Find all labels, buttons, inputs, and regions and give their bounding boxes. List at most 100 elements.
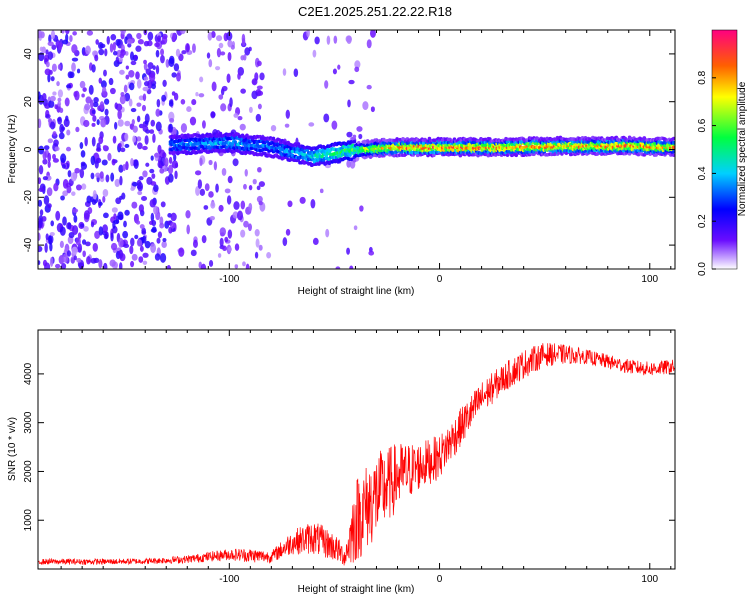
heat-cell <box>180 98 186 105</box>
heat-cell <box>81 183 87 190</box>
colorbar-tick-label: 0.4 <box>697 166 708 180</box>
heat-cell <box>186 43 190 53</box>
heat-cell <box>38 245 43 253</box>
heat-cell <box>91 136 96 147</box>
heat-cell <box>215 35 223 42</box>
heat-cell <box>39 46 44 52</box>
heat-cell <box>138 123 144 129</box>
heat-cell <box>232 211 239 219</box>
heat-cell <box>128 98 133 107</box>
heat-cell <box>199 188 206 196</box>
heat-cell <box>258 244 263 251</box>
heat-cell <box>671 136 675 141</box>
heat-cell <box>243 183 247 190</box>
heat-cell <box>130 260 135 268</box>
heat-cell <box>199 157 203 167</box>
heat-cell <box>100 80 107 89</box>
heat-cell <box>45 113 51 119</box>
y-tick-label: 3000 <box>23 411 34 434</box>
heat-cell <box>227 175 233 184</box>
heat-cell <box>232 158 239 167</box>
heat-cell <box>319 188 324 194</box>
heat-cell <box>155 108 161 117</box>
heat-cell <box>92 189 97 200</box>
heat-cell <box>60 195 65 201</box>
heat-cell <box>252 178 257 185</box>
snr-frame <box>37 329 676 570</box>
heat-cell <box>118 237 124 248</box>
heat-cell <box>228 246 232 252</box>
heat-cell <box>141 230 147 235</box>
heat-cell <box>244 47 251 56</box>
heat-cell <box>157 144 162 154</box>
heat-cell <box>162 238 167 243</box>
heat-cell <box>47 203 52 209</box>
heat-cell <box>203 205 209 210</box>
heat-cell <box>118 214 124 221</box>
heat-cell <box>368 250 375 256</box>
heat-cell <box>47 152 52 163</box>
y-tick-label: 0 <box>23 146 34 152</box>
heat-cell <box>103 212 109 219</box>
heat-cell <box>151 173 156 179</box>
heat-cell <box>49 257 54 267</box>
heat-cell <box>72 208 79 213</box>
heat-cell <box>126 38 133 45</box>
heat-cell <box>71 191 76 196</box>
heat-cell <box>161 241 167 248</box>
heat-cell <box>175 48 181 57</box>
heat-cell <box>242 261 246 267</box>
heat-cell <box>44 68 51 76</box>
heat-cell <box>47 73 51 83</box>
snr-series <box>38 343 675 566</box>
heat-cell <box>179 30 186 35</box>
heat-cell <box>82 87 87 92</box>
heat-cell <box>190 249 197 257</box>
heat-cell <box>245 263 250 269</box>
heat-cell <box>124 120 131 127</box>
heat-cell <box>162 152 167 159</box>
heat-cell <box>61 164 66 169</box>
heat-cell <box>50 76 55 82</box>
heat-cell <box>151 83 157 90</box>
heat-cell <box>240 229 246 238</box>
heat-cell <box>38 91 41 100</box>
heat-cell <box>71 62 76 72</box>
heat-cell <box>73 255 77 261</box>
heat-cell <box>38 217 43 228</box>
heat-cell <box>47 41 54 47</box>
heat-cell <box>149 199 156 208</box>
heat-cell <box>221 167 227 176</box>
heat-cell <box>92 115 97 122</box>
y-tick-label: 4000 <box>23 362 34 385</box>
colorbar-tick-label: 0.6 <box>697 118 708 132</box>
heat-cell <box>42 151 47 160</box>
heat-cell <box>128 69 135 78</box>
heat-cell <box>46 187 53 197</box>
heat-cell <box>211 81 217 92</box>
heat-cell <box>204 183 210 192</box>
heat-cell <box>201 235 207 244</box>
heat-cell <box>144 240 151 249</box>
heat-cell <box>352 134 357 139</box>
heat-cell <box>198 93 205 98</box>
heat-cell <box>514 153 519 158</box>
heat-cell <box>144 113 150 124</box>
heat-cell <box>86 256 91 265</box>
heat-cell <box>119 69 125 75</box>
heat-cell <box>142 93 147 102</box>
heat-cell <box>161 94 167 102</box>
heat-cell <box>38 232 41 241</box>
heat-cell <box>48 235 52 245</box>
x-tick-label: 100 <box>641 574 658 585</box>
heat-cell <box>195 186 200 197</box>
heat-cell <box>42 176 49 181</box>
heat-cell <box>51 44 57 50</box>
heat-cell <box>94 160 99 169</box>
heat-cell <box>61 30 65 34</box>
heat-cell <box>154 253 161 261</box>
heat-cell <box>227 39 233 48</box>
heat-cell <box>186 106 192 113</box>
heat-cell <box>66 129 71 136</box>
heat-cell <box>138 204 145 213</box>
